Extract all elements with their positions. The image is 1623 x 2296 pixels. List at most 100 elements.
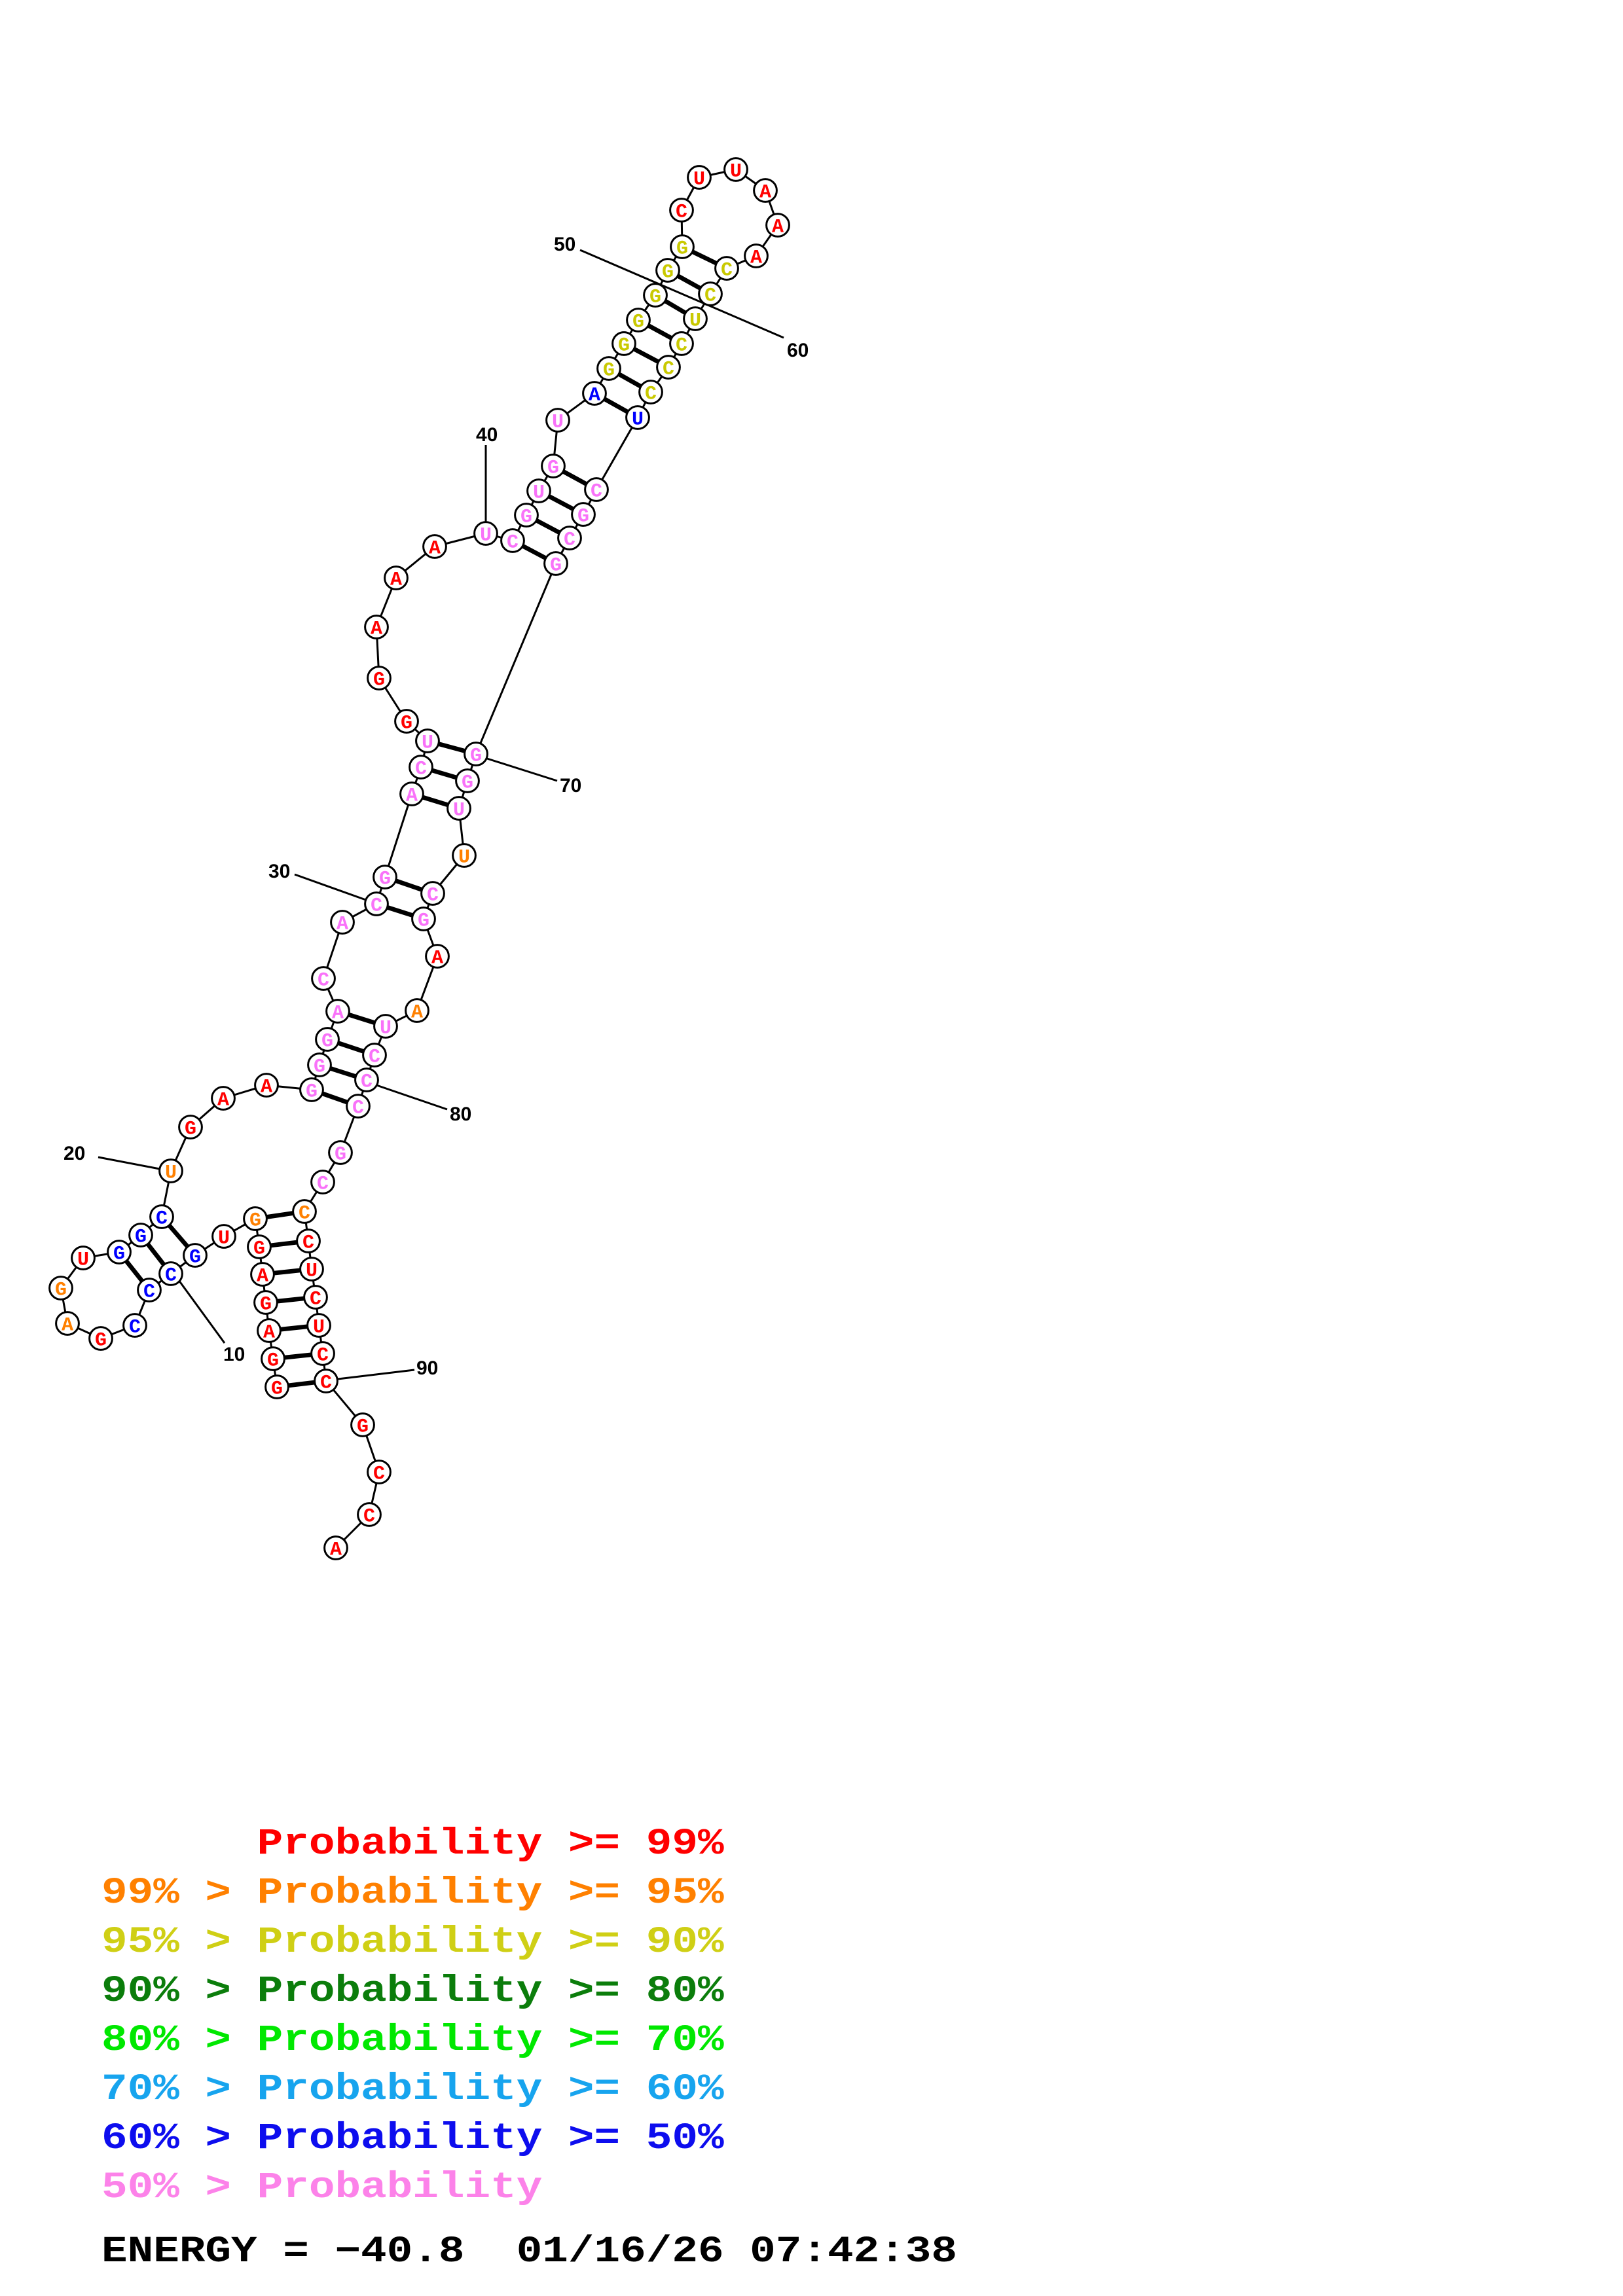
svg-text:A: A — [263, 1321, 275, 1344]
svg-text:C: C — [645, 383, 657, 405]
svg-text:U: U — [165, 1162, 177, 1184]
svg-text:70% > Probability >= 60%: 70% > Probability >= 60% — [101, 2069, 724, 2110]
svg-text:10: 10 — [223, 1344, 245, 1365]
svg-text:U: U — [458, 846, 470, 869]
svg-text:A: A — [429, 537, 441, 560]
svg-text:A: A — [62, 1314, 73, 1336]
svg-text:G: G — [462, 772, 473, 794]
svg-text:C: C — [302, 1232, 314, 1254]
svg-text:A: A — [332, 1002, 344, 1024]
svg-text:G: G — [550, 554, 562, 577]
svg-text:C: C — [352, 1097, 364, 1119]
svg-text:A: A — [257, 1265, 268, 1287]
svg-text:U: U — [552, 411, 564, 433]
svg-text:G: G — [632, 311, 644, 333]
svg-text:U: U — [689, 310, 701, 332]
svg-text:G: G — [618, 334, 630, 357]
svg-text:G: G — [401, 712, 412, 734]
svg-text:G: G — [547, 457, 559, 479]
svg-text:G: G — [649, 286, 661, 308]
svg-text:80: 80 — [450, 1103, 471, 1125]
svg-text:90: 90 — [416, 1357, 438, 1379]
svg-text:G: G — [603, 359, 615, 382]
svg-text:U: U — [218, 1227, 230, 1249]
svg-text:G: G — [113, 1243, 125, 1265]
svg-text:A: A — [431, 947, 443, 969]
svg-text:C: C — [310, 1288, 321, 1310]
svg-text:C: C — [317, 1173, 329, 1195]
svg-text:C: C — [591, 480, 602, 503]
svg-text:C: C — [415, 758, 427, 780]
svg-text:C: C — [143, 1281, 155, 1303]
svg-text:G: G — [676, 238, 688, 260]
svg-text:G: G — [662, 261, 674, 283]
svg-text:C: C — [676, 201, 687, 223]
svg-text:A: A — [371, 618, 382, 640]
svg-text:G: G — [470, 745, 482, 767]
svg-text:A: A — [261, 1076, 272, 1098]
svg-text:ENERGY = −40.8 01/16/26 07:42: ENERGY = −40.8 01/16/26 07:42:38 — [101, 2231, 957, 2272]
svg-text:C: C — [373, 1463, 385, 1485]
svg-text:60: 60 — [787, 340, 809, 361]
svg-text:95% > Probability >= 90%: 95% > Probability >= 90% — [101, 1922, 724, 1963]
svg-text:A: A — [330, 1539, 342, 1561]
svg-text:G: G — [577, 505, 589, 528]
svg-text:G: G — [271, 1378, 283, 1400]
svg-text:U: U — [77, 1249, 89, 1271]
svg-text:G: G — [55, 1279, 67, 1301]
svg-text:G: G — [260, 1293, 272, 1316]
svg-text:C: C — [318, 969, 329, 992]
svg-text:G: G — [185, 1118, 196, 1140]
svg-text:A: A — [217, 1089, 229, 1111]
svg-text:70: 70 — [560, 775, 581, 797]
svg-text:C: C — [371, 895, 382, 917]
svg-text:C: C — [320, 1372, 332, 1394]
svg-text:Probability >= 99%: Probability >= 99% — [101, 1823, 724, 1865]
svg-text:G: G — [253, 1238, 265, 1260]
svg-text:40: 40 — [476, 424, 498, 446]
svg-text:C: C — [299, 1202, 310, 1225]
svg-text:80% > Probability >= 70%: 80% > Probability >= 70% — [101, 2020, 724, 2061]
svg-text:G: G — [249, 1210, 261, 1232]
svg-text:G: G — [95, 1329, 107, 1352]
svg-text:50% > Probability: 50% > Probability — [101, 2167, 542, 2208]
svg-text:C: C — [427, 884, 439, 906]
svg-text:A: A — [750, 247, 762, 269]
svg-text:C: C — [317, 1344, 329, 1367]
svg-text:A: A — [390, 569, 402, 591]
svg-text:U: U — [480, 524, 492, 547]
svg-text:U: U — [533, 482, 545, 504]
svg-text:G: G — [418, 910, 429, 932]
svg-text:A: A — [772, 216, 784, 238]
svg-text:G: G — [520, 506, 532, 528]
svg-text:G: G — [135, 1226, 147, 1248]
svg-text:U: U — [453, 799, 465, 821]
svg-text:A: A — [337, 913, 348, 935]
svg-text:U: U — [313, 1316, 325, 1338]
svg-text:U: U — [422, 732, 433, 754]
svg-text:A: A — [759, 181, 771, 204]
svg-text:90% > Probability >= 80%: 90% > Probability >= 80% — [101, 1971, 724, 2012]
svg-text:G: G — [314, 1056, 325, 1078]
svg-text:U: U — [693, 168, 705, 190]
svg-text:C: C — [156, 1208, 168, 1230]
svg-text:C: C — [129, 1316, 141, 1338]
svg-text:G: G — [306, 1081, 318, 1103]
svg-text:99% > Probability >= 95%: 99% > Probability >= 95% — [101, 1873, 724, 1914]
svg-text:C: C — [564, 529, 575, 551]
svg-text:C: C — [676, 334, 687, 357]
svg-text:C: C — [721, 259, 733, 281]
svg-text:A: A — [589, 384, 600, 406]
svg-text:50: 50 — [554, 234, 575, 255]
svg-text:G: G — [335, 1143, 346, 1166]
svg-text:U: U — [306, 1260, 318, 1282]
svg-text:60% > Probability >= 50%: 60% > Probability >= 50% — [101, 2118, 724, 2159]
svg-text:30: 30 — [268, 861, 290, 882]
svg-text:G: G — [379, 868, 391, 890]
svg-text:C: C — [507, 531, 519, 554]
svg-text:U: U — [380, 1017, 392, 1039]
svg-text:20: 20 — [64, 1143, 85, 1164]
svg-text:A: A — [411, 1001, 423, 1024]
svg-text:G: G — [357, 1416, 369, 1438]
svg-text:C: C — [165, 1265, 177, 1287]
